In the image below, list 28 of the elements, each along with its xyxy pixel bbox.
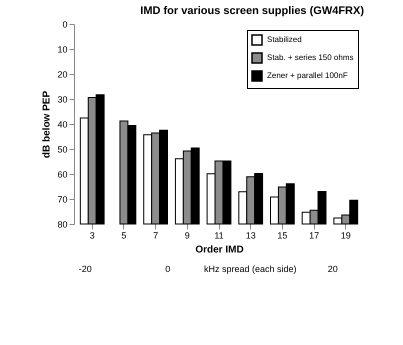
y-tick-label: 40: [57, 120, 68, 130]
y-tick-label: 20: [57, 70, 68, 80]
y-tick-label: 30: [57, 94, 68, 104]
x-tick-label: 19: [340, 230, 351, 240]
x-tick-label: 7: [153, 230, 158, 240]
text: 20: [328, 264, 338, 274]
legend-label: Stabilized: [267, 35, 302, 44]
x-tick-label: 5: [121, 230, 126, 240]
y-tick-label: 70: [57, 194, 68, 204]
x-tick-label: 17: [309, 230, 320, 240]
y-tick-label: 80: [57, 220, 68, 230]
x-tick-label: 9: [184, 230, 190, 240]
y-tick-label: 0: [62, 20, 68, 30]
y-axis-title: dB below PEP: [41, 90, 52, 158]
legend-label: Zener + parallel 100nF: [267, 71, 348, 80]
x-tick-label: 11: [214, 230, 224, 240]
x-tick-label: 3: [90, 230, 95, 240]
y-tick-label: 60: [57, 170, 68, 180]
text: 0: [165, 264, 170, 274]
text: kHz spread (each side): [204, 264, 297, 274]
y-tick-label: 50: [57, 144, 68, 154]
x-tick-label: 13: [246, 230, 256, 240]
text: -20: [78, 264, 92, 274]
y-tick-label: 10: [57, 44, 68, 54]
x-tick-label: 15: [277, 230, 288, 240]
x-axis-title: Order IMD: [195, 244, 244, 256]
legend-label: Stab. + series 150 ohms: [267, 53, 354, 62]
chart-title: IMD for various screen supplies (GW4FRX): [140, 5, 364, 17]
